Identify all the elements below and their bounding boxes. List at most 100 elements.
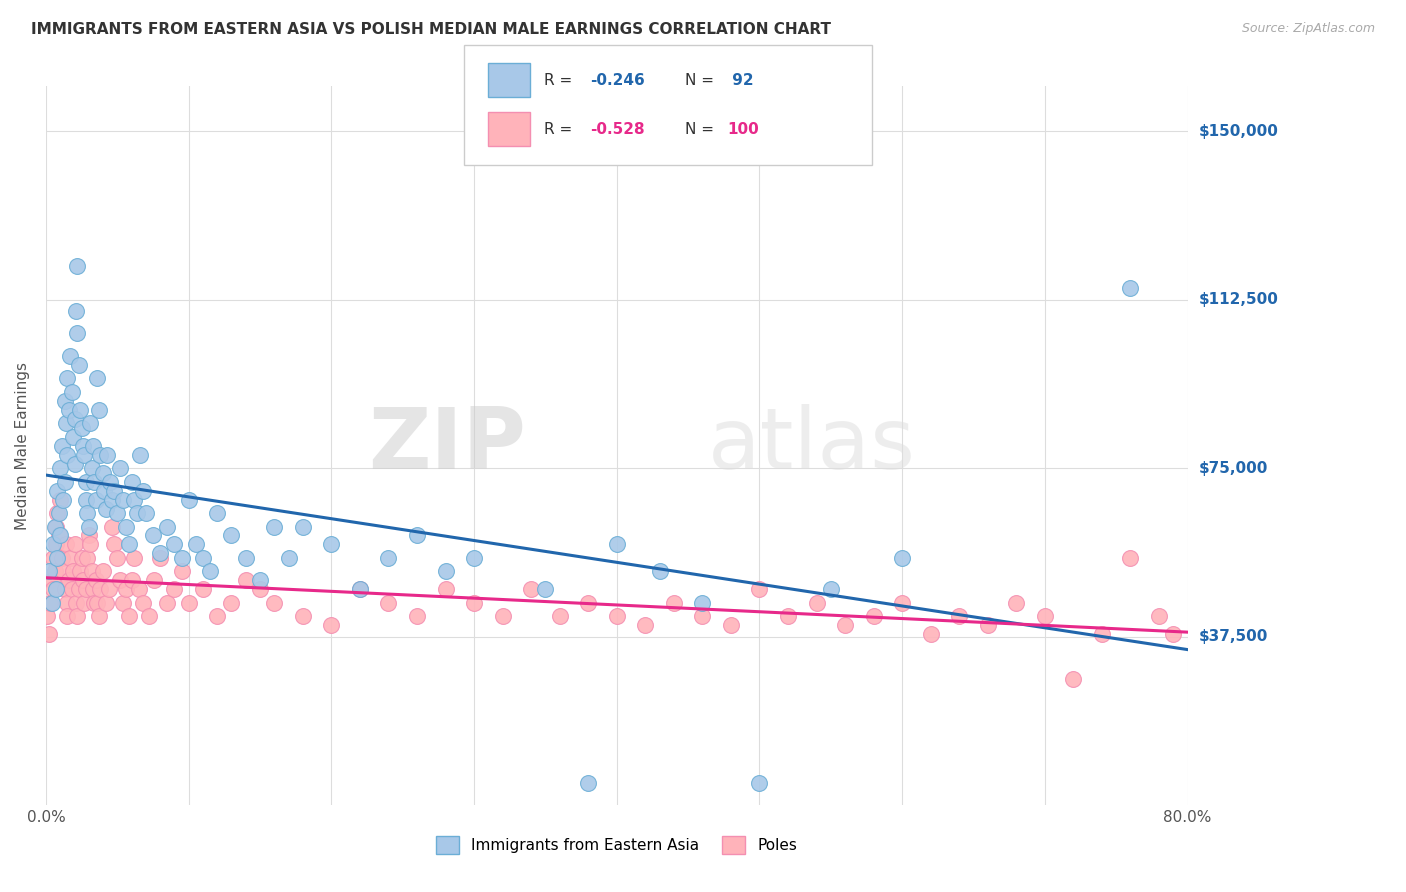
Point bbox=[1147, 609, 1170, 624]
Text: -0.246: -0.246 bbox=[591, 73, 645, 87]
Point bbox=[66, 326, 89, 341]
Point bbox=[66, 259, 89, 273]
Point bbox=[55, 537, 77, 551]
Point bbox=[149, 551, 172, 566]
Point bbox=[118, 537, 141, 551]
Point bbox=[52, 565, 75, 579]
Point bbox=[59, 349, 82, 363]
Point bbox=[75, 582, 97, 597]
Point bbox=[235, 574, 257, 588]
Point bbox=[177, 492, 200, 507]
Point bbox=[58, 574, 80, 588]
Point bbox=[191, 582, 214, 597]
Point bbox=[48, 506, 70, 520]
Point bbox=[463, 596, 485, 610]
Point bbox=[891, 551, 914, 566]
Point bbox=[46, 506, 69, 520]
Point bbox=[42, 537, 65, 551]
Point bbox=[63, 457, 86, 471]
Point bbox=[48, 528, 70, 542]
Point bbox=[84, 492, 107, 507]
Point bbox=[406, 609, 429, 624]
Point bbox=[79, 537, 101, 551]
Point bbox=[44, 519, 66, 533]
Point bbox=[128, 582, 150, 597]
Point bbox=[53, 582, 76, 597]
Point bbox=[86, 371, 108, 385]
Point bbox=[82, 439, 104, 453]
Point bbox=[73, 596, 96, 610]
Point bbox=[129, 448, 152, 462]
Point bbox=[51, 439, 73, 453]
Point bbox=[170, 551, 193, 566]
Point bbox=[45, 519, 67, 533]
Point bbox=[112, 492, 135, 507]
Point bbox=[648, 565, 671, 579]
Point bbox=[77, 528, 100, 542]
Point bbox=[105, 551, 128, 566]
Text: atlas: atlas bbox=[709, 404, 917, 487]
Point bbox=[49, 528, 72, 542]
Point bbox=[977, 618, 1000, 632]
Point bbox=[55, 416, 77, 430]
Point bbox=[72, 439, 94, 453]
Point bbox=[184, 537, 207, 551]
Point bbox=[862, 609, 884, 624]
Point bbox=[138, 609, 160, 624]
Point bbox=[349, 582, 371, 597]
Point bbox=[127, 506, 149, 520]
Point bbox=[89, 448, 111, 462]
Point bbox=[606, 609, 628, 624]
Point bbox=[1005, 596, 1028, 610]
Point bbox=[91, 466, 114, 480]
Point bbox=[79, 416, 101, 430]
Point bbox=[263, 519, 285, 533]
Point bbox=[377, 596, 399, 610]
Point bbox=[534, 582, 557, 597]
Point bbox=[76, 506, 98, 520]
Point bbox=[67, 582, 90, 597]
Point bbox=[149, 546, 172, 560]
Point bbox=[87, 402, 110, 417]
Point bbox=[58, 402, 80, 417]
Point bbox=[124, 492, 146, 507]
Text: R =: R = bbox=[544, 122, 578, 136]
Text: N =: N = bbox=[685, 122, 718, 136]
Point bbox=[349, 582, 371, 597]
Point bbox=[891, 596, 914, 610]
Point bbox=[37, 609, 59, 624]
Point bbox=[548, 609, 571, 624]
Point bbox=[776, 609, 799, 624]
Point bbox=[83, 475, 105, 489]
Point bbox=[100, 519, 122, 533]
Point bbox=[163, 537, 186, 551]
Point bbox=[80, 565, 103, 579]
Point bbox=[103, 483, 125, 498]
Point bbox=[124, 551, 146, 566]
Point bbox=[191, 551, 214, 566]
Text: N =: N = bbox=[685, 73, 718, 87]
Point bbox=[1119, 281, 1142, 295]
Point bbox=[59, 551, 82, 566]
Point bbox=[45, 537, 67, 551]
Point bbox=[69, 565, 91, 579]
Point bbox=[66, 609, 89, 624]
Point bbox=[177, 596, 200, 610]
Point bbox=[103, 537, 125, 551]
Text: IMMIGRANTS FROM EASTERN ASIA VS POLISH MEDIAN MALE EARNINGS CORRELATION CHART: IMMIGRANTS FROM EASTERN ASIA VS POLISH M… bbox=[31, 22, 831, 37]
Point bbox=[205, 506, 228, 520]
Point bbox=[132, 483, 155, 498]
Legend: Immigrants from Eastern Asia, Poles: Immigrants from Eastern Asia, Poles bbox=[429, 828, 806, 862]
Point bbox=[89, 582, 111, 597]
Point bbox=[94, 501, 117, 516]
Point bbox=[163, 582, 186, 597]
Point bbox=[606, 537, 628, 551]
Point bbox=[67, 358, 90, 372]
Point bbox=[76, 551, 98, 566]
Point bbox=[77, 519, 100, 533]
Point bbox=[70, 420, 93, 434]
Point bbox=[135, 506, 157, 520]
Point bbox=[60, 384, 83, 399]
Point bbox=[434, 582, 457, 597]
Point bbox=[576, 596, 599, 610]
